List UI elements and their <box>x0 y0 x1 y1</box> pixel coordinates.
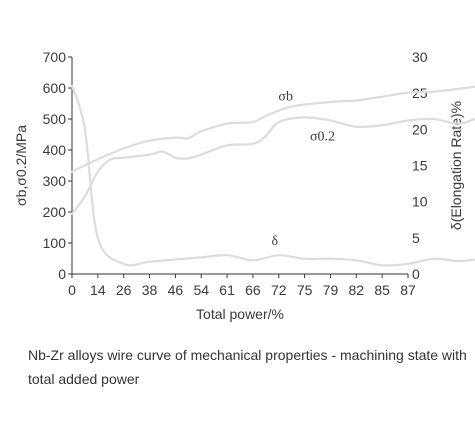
x-tick-label: 38 <box>142 282 158 298</box>
series-line-sigma-0-2 <box>70 116 475 215</box>
x-tick-label: 61 <box>219 282 235 298</box>
series-label-delta: δ <box>271 234 278 249</box>
left-axis-label: σb,σ0.2/MPa <box>13 125 29 206</box>
x-tick-label: 66 <box>245 282 261 298</box>
right-tick-label: 10 <box>412 194 428 210</box>
x-tick-label: 79 <box>323 282 339 298</box>
right-tick-label: 0 <box>412 266 420 282</box>
x-tick-label: 14 <box>90 282 106 298</box>
right-tick-label: 5 <box>412 230 420 246</box>
left-tick-label: 200 <box>43 204 67 220</box>
right-axis-label: δ(Elongation Rate)% <box>448 101 464 230</box>
right-tick-label: 20 <box>412 121 428 137</box>
left-tick-label: 300 <box>43 173 67 189</box>
x-tick-label: 72 <box>271 282 287 298</box>
x-tick-label: 54 <box>193 282 209 298</box>
x-tick-label: 46 <box>168 282 184 298</box>
left-tick-label: 500 <box>43 111 67 127</box>
x-tick-label: 26 <box>116 282 132 298</box>
x-tick-label: 75 <box>297 282 313 298</box>
right-tick-label: 15 <box>412 158 428 174</box>
x-tick-label: 85 <box>374 282 390 298</box>
left-tick-label: 100 <box>43 235 67 251</box>
left-tick-label: 600 <box>43 80 67 96</box>
left-tick-label: 400 <box>43 142 67 158</box>
x-axis-label: Total power/% <box>196 306 284 322</box>
series-label-sigma-b: σb <box>278 90 293 105</box>
figure-caption: Nb-Zr alloys wire curve of mechanical pr… <box>28 347 467 387</box>
x-tick-label: 87 <box>400 282 416 298</box>
left-tick-label: 0 <box>58 266 66 282</box>
chart: 0 100 200 300 400 500 600 700 0 5 10 15 20 25 30 0 14 26 3… <box>13 49 475 322</box>
series-line-sigma-b <box>70 85 475 173</box>
x-tick-label: 82 <box>349 282 365 298</box>
x-tick-label: 0 <box>68 282 76 298</box>
right-tick-label: 30 <box>412 49 428 65</box>
series-label-sigma-0-2: σ0.2 <box>310 130 335 145</box>
series-line-delta <box>70 84 475 267</box>
left-tick-label: 700 <box>43 49 67 65</box>
